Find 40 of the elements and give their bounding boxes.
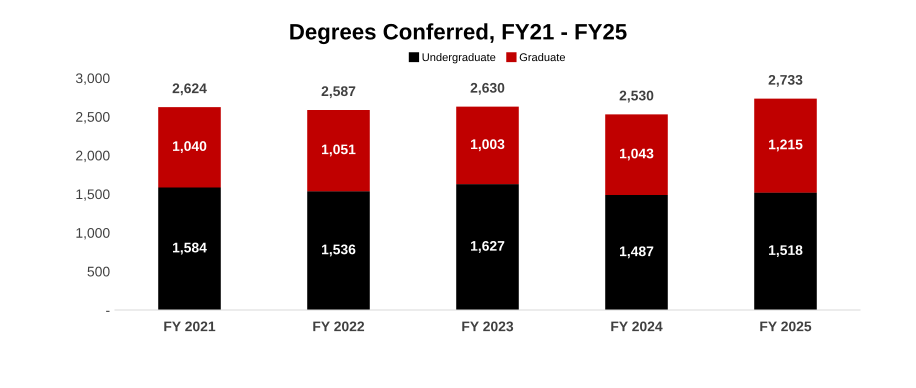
x-tick-label: FY 2024 <box>611 321 663 332</box>
y-tick-label: 500 <box>88 266 110 277</box>
data-label: 1,627 <box>471 240 504 253</box>
x-tick-label: FY 2025 <box>760 321 812 332</box>
data-label: 1,584 <box>173 242 207 254</box>
bar <box>456 184 519 310</box>
bar <box>307 191 370 310</box>
bar <box>605 195 668 310</box>
bar <box>158 107 221 188</box>
chart-title: Degrees Conferred, FY21 - FY25 <box>290 23 627 44</box>
y-tick-label: 1,000 <box>76 228 110 240</box>
total-label: 2,587 <box>322 86 356 98</box>
bar <box>307 110 370 192</box>
y-tick-label: 2,500 <box>76 112 110 124</box>
data-label: 1,536 <box>322 244 356 256</box>
bar <box>158 188 221 310</box>
data-label: 1,003 <box>471 139 504 152</box>
x-tick-label: FY 2023 <box>462 321 514 332</box>
total-label: 2,530 <box>620 90 654 103</box>
bar <box>754 192 817 310</box>
total-label: 2,630 <box>470 82 504 95</box>
data-label: 1,518 <box>769 245 802 258</box>
y-tick-label: 1,500 <box>76 189 110 201</box>
x-tick-label: FY 2022 <box>313 321 364 332</box>
total-label: 2,624 <box>172 83 207 96</box>
y-tick-label: 3,000 <box>76 73 110 85</box>
data-label: 1,487 <box>620 246 654 258</box>
y-tick-label: 2,000 <box>76 150 110 162</box>
total-label: 2,733 <box>768 74 802 87</box>
bar <box>456 106 519 184</box>
x-tick-label: FY 2021 <box>164 321 216 332</box>
data-label: 1,040 <box>173 141 206 154</box>
legend-label: Graduate <box>520 53 566 62</box>
bar <box>754 98 817 193</box>
data-label: 1,043 <box>620 148 654 160</box>
legend-label: Undergraduate <box>422 53 496 64</box>
bar <box>605 114 668 196</box>
data-label: 1,051 <box>322 144 356 156</box>
y-tick-label: - <box>106 310 110 312</box>
data-label: 1,215 <box>769 140 802 152</box>
